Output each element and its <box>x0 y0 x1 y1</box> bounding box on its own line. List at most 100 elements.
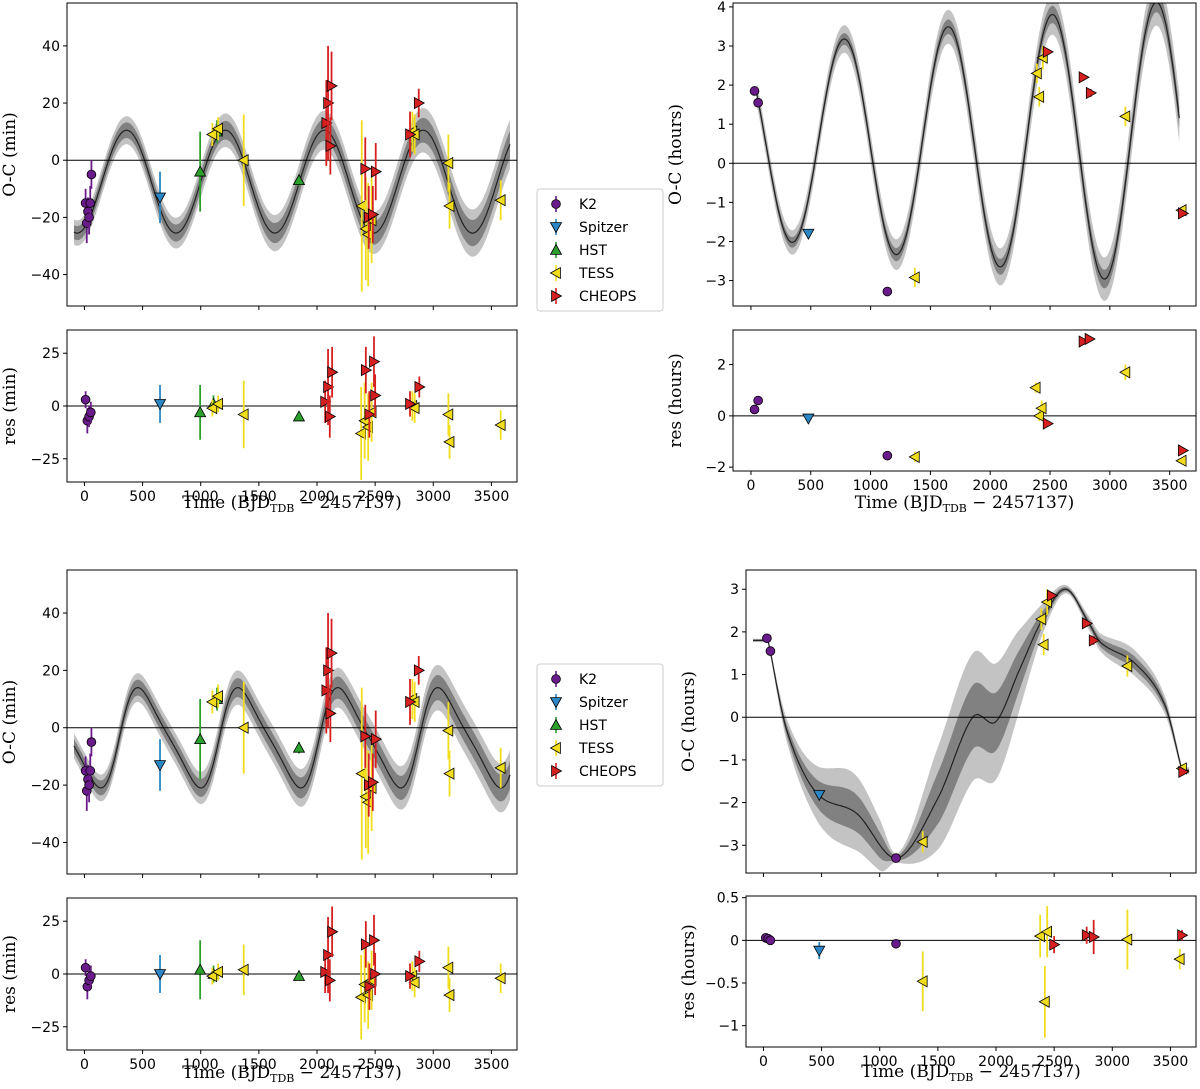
res-point-k2 <box>765 935 776 946</box>
res-point-spitzer <box>813 945 826 957</box>
legend-box <box>536 188 664 312</box>
x-tick-label: 0 <box>80 489 89 505</box>
point-k2 <box>85 198 96 208</box>
res-point-cheops <box>327 366 339 379</box>
points-main-B <box>749 45 1190 297</box>
point-tess <box>494 761 506 775</box>
point-hst <box>193 732 207 745</box>
model-A <box>73 108 511 257</box>
res-point-tess <box>1121 933 1133 946</box>
point-cheops <box>405 128 417 141</box>
legend-marker-cheops <box>551 764 563 778</box>
x-tick-label: 0 <box>746 478 755 494</box>
x-tick-label: 3000 <box>1092 478 1128 494</box>
res-point-cheops <box>1049 938 1061 951</box>
y-tick-label: −40 <box>30 835 60 851</box>
res-point-cheops <box>1088 930 1100 944</box>
model-curve <box>753 588 1189 859</box>
res-point-tess <box>908 450 920 464</box>
point-tess <box>206 128 218 141</box>
x-axis-label: Time (BJDTDB − 2457137) <box>855 493 1075 515</box>
res-point-cheops <box>369 355 381 368</box>
main-axes-frame <box>66 569 518 875</box>
y-tick-label: 40 <box>42 606 60 622</box>
res-y-tick-label: 0 <box>51 967 60 983</box>
point-cheops <box>368 776 380 789</box>
credible-band-inner <box>74 675 510 802</box>
x-axis-label: Time (BJDTDB − 2457137) <box>861 1062 1081 1084</box>
points-res-B <box>749 332 1190 467</box>
res-point-tess <box>211 397 223 411</box>
y-tick-label: 3 <box>717 39 726 55</box>
legend-marker-hst <box>549 718 563 730</box>
legend-label-cheops: CHEOPS <box>579 289 637 305</box>
res-y-tick-label: 0 <box>730 933 739 949</box>
res-point-k2 <box>891 938 901 949</box>
main-axes-frame <box>732 2 1197 307</box>
res-point-tess <box>494 972 506 985</box>
point-cheops <box>1085 86 1098 100</box>
res-point-k2 <box>749 404 760 415</box>
y-axis-label: O-C (min) <box>0 680 20 765</box>
point-tess <box>908 271 920 284</box>
y-tick-label: −2 <box>718 796 739 812</box>
x-tick-label: 0 <box>759 1054 768 1070</box>
chart-panel-B: 0 500 1000 1500 2000 2500 3000 3500 −3 −2 −1 0 1 2 3 4 −… <box>666 0 1197 515</box>
res-point-tess <box>408 401 420 415</box>
model-B <box>756 3 1180 301</box>
legend-label-hst: HST <box>579 243 607 259</box>
x-tick-label: 1000 <box>183 489 219 505</box>
chart-panel-A: 0 500 1000 1500 2000 2500 3000 3500 −40 −20 0 20 40 −… <box>0 2 664 515</box>
legend-label-tess: TESS <box>578 741 614 757</box>
res-point-cheops <box>1042 417 1054 430</box>
model-D <box>753 584 1189 872</box>
point-cheops <box>321 116 333 130</box>
res-y-tick-label: 25 <box>42 914 60 930</box>
res-point-tess <box>443 988 455 1002</box>
res-y-tick-label: 25 <box>42 346 60 362</box>
res-point-cheops <box>324 974 337 987</box>
chart-panel-D: 0 500 1000 1500 2000 2500 3000 3500 −3 −2 −1 0 1 2 3 −1… <box>679 569 1197 1084</box>
res-point-cheops <box>1078 335 1090 348</box>
res-point-spitzer <box>153 969 167 981</box>
point-tess <box>442 724 454 737</box>
res-point-tess <box>206 401 218 415</box>
point-cheops <box>321 684 333 697</box>
point-tess <box>494 194 506 207</box>
legend-label-cheops: CHEOPS <box>579 764 637 780</box>
x-tick-label: 2500 <box>1036 1054 1072 1070</box>
y-tick-label: 0 <box>51 153 60 169</box>
y-tick-label: 2 <box>717 78 726 94</box>
y-tick-label: 0 <box>51 721 60 737</box>
points-res-D <box>760 906 1189 1038</box>
credible-band-inner <box>74 117 510 247</box>
credible-band-inner <box>753 587 1189 862</box>
res-point-tess <box>1035 402 1047 415</box>
point-cheops <box>1178 765 1190 779</box>
point-cheops <box>1078 71 1090 84</box>
point-k2 <box>749 86 760 96</box>
point-cheops <box>413 96 426 110</box>
res-point-tess <box>408 976 420 989</box>
res-y-tick-label: −0.5 <box>705 976 739 992</box>
res-y-tick-label: −1 <box>718 1019 739 1035</box>
point-tess <box>1030 67 1042 80</box>
res-point-spitzer <box>802 413 815 425</box>
point-cheops <box>1042 45 1054 59</box>
point-cheops <box>326 646 338 660</box>
points-main-D <box>762 589 1190 863</box>
y-tick-label: 20 <box>42 96 60 112</box>
res-point-cheops <box>361 363 373 377</box>
res-axes-frame <box>745 895 1197 1048</box>
res-point-tess <box>916 975 928 988</box>
y-tick-label: 4 <box>717 0 726 16</box>
point-cheops <box>325 139 337 153</box>
x-tick-label: 500 <box>797 478 824 494</box>
res-point-tess <box>443 435 455 449</box>
point-hst <box>193 165 207 177</box>
res-point-tess <box>1119 366 1131 379</box>
res-point-cheops <box>323 380 335 394</box>
point-cheops <box>1088 634 1100 647</box>
res-point-tess <box>1029 381 1041 394</box>
y-tick-label: −3 <box>718 838 739 854</box>
